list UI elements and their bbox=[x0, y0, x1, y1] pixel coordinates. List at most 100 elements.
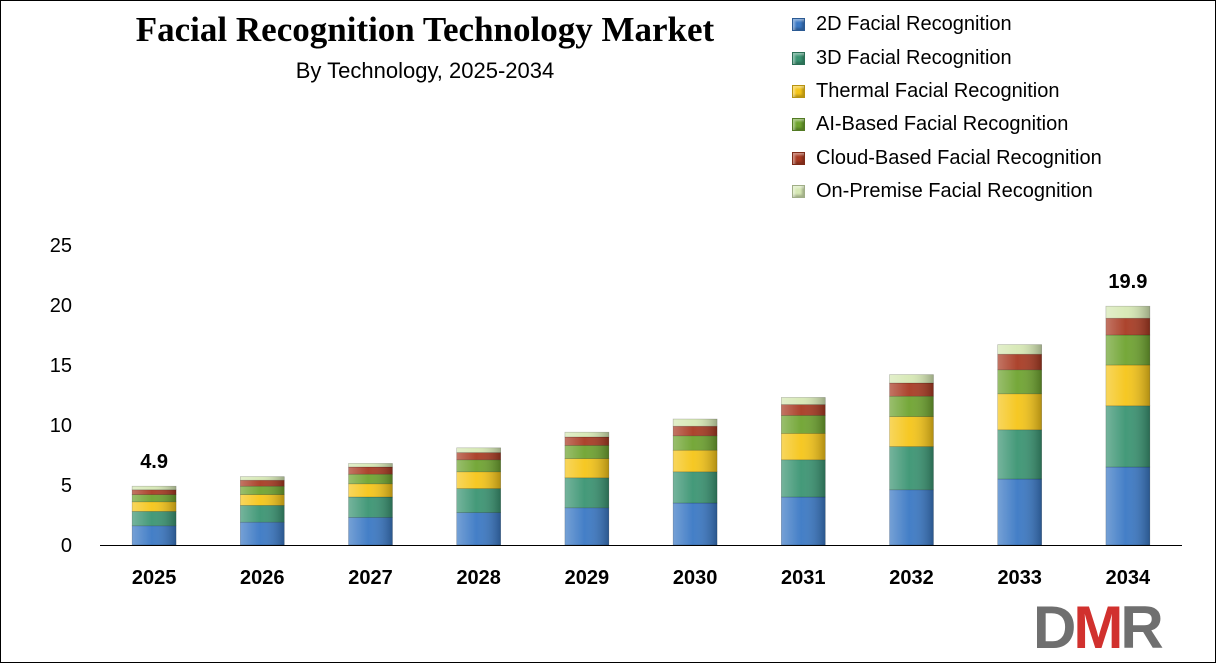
bar-segment-shade bbox=[456, 512, 502, 546]
x-tick-label-2028: 2028 bbox=[456, 567, 501, 589]
legend-label-cloud: Cloud-Based Facial Recognition bbox=[816, 146, 1102, 169]
chart-subtitle: By Technology, 2025-2034 bbox=[295, 58, 555, 83]
y-tick-label: 15 bbox=[50, 355, 72, 377]
x-tick-label-2033: 2033 bbox=[997, 567, 1042, 589]
bar-segment-shade bbox=[456, 459, 502, 473]
bar-segment-2d-2025 bbox=[131, 525, 177, 546]
bar-segment-on-premise-2029 bbox=[564, 431, 610, 438]
x-tick-label-2027: 2027 bbox=[348, 567, 393, 589]
bar-segment-thermal-2025 bbox=[131, 501, 177, 512]
bar-segment-shade bbox=[564, 445, 610, 459]
y-tick-label: 0 bbox=[61, 535, 72, 557]
bar-segment-shade bbox=[240, 521, 285, 546]
bar-segment-shade bbox=[1105, 466, 1151, 546]
bar-segment-shade bbox=[131, 501, 177, 512]
bar-segment-ai-2033 bbox=[997, 369, 1043, 395]
bar-segment-cloud-2030 bbox=[672, 425, 718, 437]
bar-segment-shade bbox=[1105, 334, 1151, 366]
bar-segment-3d-2027 bbox=[348, 496, 393, 518]
bar-segment-on-premise-2028 bbox=[456, 447, 502, 453]
bar-segment-2d-2033 bbox=[997, 478, 1043, 546]
bar-segment-ai-2027 bbox=[348, 473, 393, 485]
bar-segment-shade bbox=[997, 393, 1043, 431]
bar-segment-shade bbox=[780, 496, 826, 546]
bar-segment-shade bbox=[240, 479, 285, 487]
bar-segment-3d-2028 bbox=[456, 488, 502, 513]
bar-segment-on-premise-2033 bbox=[997, 344, 1043, 355]
bar-segment-shade bbox=[456, 488, 502, 513]
bar-segment-3d-2032 bbox=[889, 446, 934, 491]
bar-segment-cloud-2028 bbox=[456, 452, 502, 461]
bar-segment-3d-2029 bbox=[564, 477, 610, 509]
bar-segment-cloud-2026 bbox=[240, 479, 285, 487]
y-tick-label: 25 bbox=[50, 235, 72, 257]
bar-segment-shade bbox=[240, 476, 285, 481]
x-tick-label-2031: 2031 bbox=[781, 567, 826, 589]
x-tick-label-2030: 2030 bbox=[673, 567, 718, 589]
bar-segment-shade bbox=[348, 517, 393, 546]
bar-segment-shade bbox=[780, 404, 826, 416]
bar-segment-cloud-2029 bbox=[564, 436, 610, 446]
bar-segment-shade bbox=[997, 478, 1043, 546]
logo-letter-r: R bbox=[1120, 594, 1163, 661]
dmr-logo: DMR bbox=[1033, 594, 1164, 661]
bar-segment-shade bbox=[889, 489, 934, 546]
bar-segment-shade bbox=[348, 496, 393, 518]
bar-segment-3d-2034 bbox=[1105, 405, 1151, 468]
x-tick-label-2034: 2034 bbox=[1106, 567, 1151, 589]
bar-segment-cloud-2025 bbox=[131, 489, 177, 495]
legend-swatch-on-premise bbox=[792, 185, 805, 199]
y-tick-label: 5 bbox=[61, 475, 72, 497]
bar-segment-shade bbox=[131, 525, 177, 546]
bar-segment-shade bbox=[1105, 317, 1151, 336]
bar-segment-3d-2025 bbox=[131, 511, 177, 527]
bar-segment-shade bbox=[889, 374, 934, 384]
y-tick-label: 10 bbox=[50, 415, 72, 437]
bar-segment-3d-2030 bbox=[672, 471, 718, 504]
legend-swatch-thermal bbox=[792, 84, 805, 98]
bar-segment-thermal-2031 bbox=[780, 433, 826, 461]
bar-segment-shade bbox=[564, 431, 610, 438]
legend-swatch-cloud bbox=[792, 151, 805, 165]
bar-segment-shade bbox=[348, 466, 393, 475]
bar-segment-shade bbox=[456, 452, 502, 461]
bar-segment-shade bbox=[997, 353, 1043, 371]
bar-segment-2d-2028 bbox=[456, 512, 502, 546]
bar-segment-shade bbox=[1105, 305, 1151, 319]
legend-item-ai: AI-Based Facial Recognition bbox=[792, 108, 1102, 141]
bar-segment-ai-2030 bbox=[672, 435, 718, 451]
bar-segment-shade bbox=[564, 436, 610, 446]
bar-segment-thermal-2033 bbox=[997, 393, 1043, 431]
bar-segment-3d-2026 bbox=[240, 505, 285, 523]
bar-segment-shade bbox=[564, 507, 610, 546]
bar-segment-shade bbox=[1105, 364, 1151, 407]
bar-segment-thermal-2027 bbox=[348, 483, 393, 498]
bar-segment-shade bbox=[672, 471, 718, 504]
bar-segment-ai-2032 bbox=[889, 395, 934, 417]
logo-letter-m: M bbox=[1073, 594, 1123, 661]
legend-label-ai: AI-Based Facial Recognition bbox=[816, 113, 1069, 136]
x-tick-label-2025: 2025 bbox=[132, 567, 177, 589]
legend-label-3d: 3D Facial Recognition bbox=[816, 46, 1012, 69]
bar-segment-cloud-2032 bbox=[889, 382, 934, 397]
bar-segment-cloud-2034 bbox=[1105, 317, 1151, 336]
bar-segment-shade bbox=[240, 494, 285, 506]
bar-segment-shade bbox=[889, 416, 934, 447]
legend-item-cloud: Cloud-Based Facial Recognition bbox=[792, 142, 1102, 175]
bar-segment-cloud-2027 bbox=[348, 466, 393, 475]
logo-letter-d: D bbox=[1033, 594, 1076, 661]
x-tick-label-2029: 2029 bbox=[565, 567, 610, 589]
legend: 2D Facial Recognition 3D Facial Recognit… bbox=[792, 8, 1102, 208]
bar-segment-shade bbox=[889, 382, 934, 397]
bar-segment-shade bbox=[348, 463, 393, 468]
bar-segment-2d-2029 bbox=[564, 507, 610, 546]
bar-segment-shade bbox=[564, 477, 610, 509]
bar-segment-shade bbox=[780, 415, 826, 434]
bar-segment-shade bbox=[672, 449, 718, 473]
legend-item-thermal: Thermal Facial Recognition bbox=[792, 75, 1102, 108]
bar-segment-shade bbox=[131, 489, 177, 495]
bar-segment-cloud-2031 bbox=[780, 404, 826, 416]
bar-segment-shade bbox=[997, 429, 1043, 480]
bar-segment-thermal-2030 bbox=[672, 449, 718, 473]
